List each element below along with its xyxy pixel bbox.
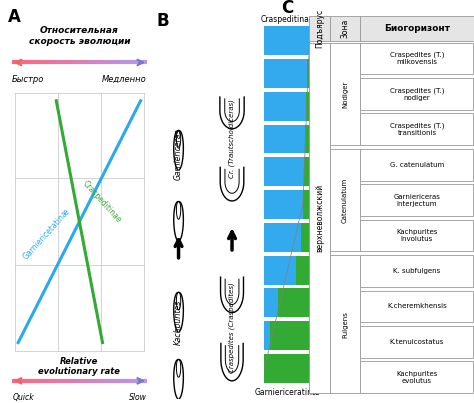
Bar [264, 321, 270, 350]
Bar [264, 190, 303, 219]
Bar [330, 43, 360, 145]
Bar [264, 289, 278, 317]
Text: Nodiger: Nodiger [342, 80, 348, 108]
Text: верхневолжский: верхневолжский [315, 184, 324, 252]
Text: Catenulatum: Catenulatum [342, 177, 348, 223]
Text: Craspedites (T.)
transitionis: Craspedites (T.) transitionis [390, 123, 444, 136]
Bar [330, 16, 360, 41]
Bar [264, 92, 306, 120]
Text: C: C [281, 0, 293, 17]
Text: K.cheremkhensis: K.cheremkhensis [387, 303, 447, 310]
Bar [264, 157, 304, 186]
Text: Garniericetatinæ: Garniericetatinæ [21, 206, 72, 261]
Text: Garniericeras
interjectum: Garniericeras interjectum [393, 193, 440, 207]
Bar [296, 256, 310, 285]
Bar [360, 184, 473, 216]
Bar [264, 125, 305, 154]
Bar [264, 223, 301, 252]
Text: Зона: Зона [340, 19, 349, 38]
Text: Quick: Quick [12, 393, 34, 402]
Text: Биогоризонт: Биогоризонт [384, 24, 450, 33]
Bar [306, 92, 310, 120]
Bar [264, 26, 310, 55]
Text: Craspedites (Craspedites): Craspedites (Craspedites) [229, 283, 235, 373]
Text: Медленно: Медленно [102, 75, 146, 83]
Text: Подъярус: Подъярус [315, 9, 324, 48]
Text: Fulgens: Fulgens [342, 311, 348, 338]
Text: Craspedites (T.)
nodiger: Craspedites (T.) nodiger [390, 87, 444, 101]
Bar [309, 43, 330, 393]
Bar [360, 220, 473, 251]
Text: Cr. (Trautscholdiceras): Cr. (Trautscholdiceras) [229, 99, 235, 178]
Bar [360, 149, 473, 181]
Bar [301, 223, 310, 252]
Bar [270, 321, 310, 350]
Bar [303, 190, 310, 219]
Bar [305, 125, 310, 154]
Text: G. catenulatum: G. catenulatum [390, 162, 444, 168]
Bar [309, 16, 330, 41]
Text: Craspedites (T.)
milkovensis: Craspedites (T.) milkovensis [390, 52, 444, 65]
Bar [360, 291, 473, 322]
Bar [330, 149, 360, 251]
Bar [360, 361, 473, 393]
Bar [278, 289, 310, 317]
Text: Kachpurites
involutus: Kachpurites involutus [396, 229, 438, 242]
Bar [360, 255, 473, 287]
Bar [360, 326, 473, 357]
Bar [360, 114, 473, 145]
Bar [264, 59, 307, 88]
Bar [360, 78, 473, 110]
Text: Craspeditinae: Craspeditinae [260, 15, 314, 24]
Text: Относительная
скорость эволюции: Относительная скорость эволюции [28, 26, 130, 46]
Text: A: A [8, 8, 20, 26]
Text: Kachpurites: Kachpurites [174, 299, 183, 345]
Text: Kachpurites
evolutus: Kachpurites evolutus [396, 371, 438, 384]
Text: Быстро: Быстро [12, 75, 45, 83]
Bar [304, 157, 310, 186]
Bar [330, 255, 360, 393]
Bar [360, 43, 473, 74]
Bar [264, 354, 310, 383]
Text: Garniericeratinæ: Garniericeratinæ [254, 388, 320, 397]
Text: K.tenuicostatus: K.tenuicostatus [390, 339, 444, 345]
Text: Craspeditinae: Craspeditinae [81, 179, 123, 224]
Bar [264, 256, 296, 285]
Text: Slow: Slow [129, 393, 146, 402]
Bar [307, 59, 310, 88]
Text: Relative
evolutionary rate: Relative evolutionary rate [38, 357, 120, 376]
Text: Garniericeras: Garniericeras [174, 129, 183, 180]
Bar [360, 16, 474, 41]
Text: K. subfulgens: K. subfulgens [393, 268, 440, 274]
Text: B: B [156, 12, 169, 30]
